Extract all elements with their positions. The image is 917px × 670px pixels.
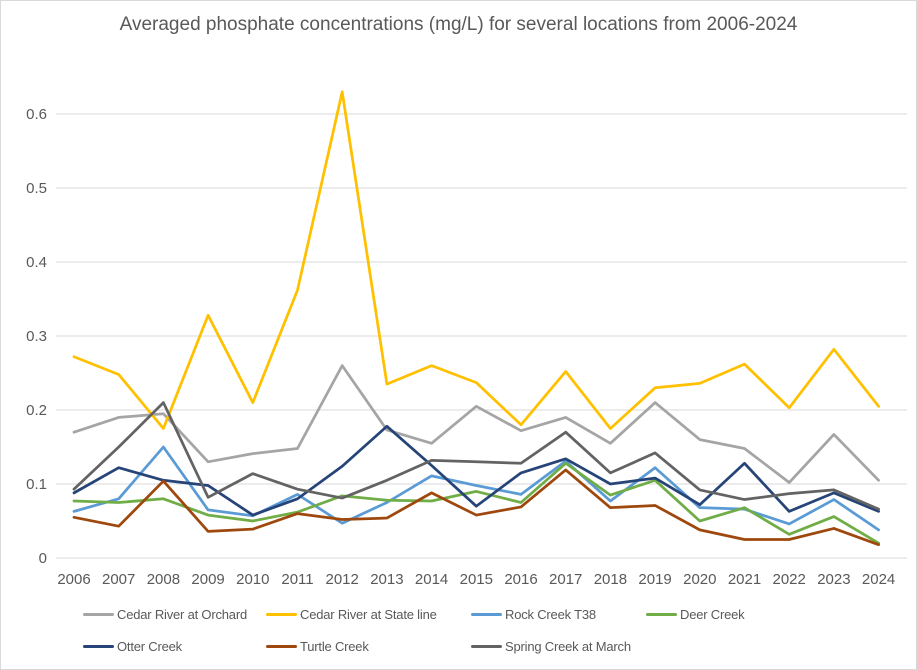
legend-label: Turtle Creek xyxy=(300,638,369,654)
legend-swatch-icon xyxy=(83,612,114,616)
legend-swatch-icon xyxy=(266,644,297,648)
legend-label: Spring Creek at March xyxy=(505,638,631,654)
x-axis-tick-label: 2024 xyxy=(862,571,895,588)
x-axis-tick-label: 2014 xyxy=(415,571,448,588)
x-axis-tick-label: 2008 xyxy=(147,571,180,588)
x-axis-tick-label: 2007 xyxy=(102,571,135,588)
series-line-spring-creek-at-march xyxy=(72,401,880,511)
x-axis-tick-label: 2016 xyxy=(504,571,537,588)
series-line-cedar-river-at-state-line xyxy=(72,90,880,430)
y-axis-tick-label: 0.2 xyxy=(26,402,47,419)
y-axis-tick-label: 0.1 xyxy=(26,476,47,493)
x-axis-tick-label: 2018 xyxy=(594,571,627,588)
x-axis-tick-label: 2022 xyxy=(773,571,806,588)
legend-item-cedar-river-at-orchard: Cedar River at Orchard xyxy=(83,606,247,622)
x-axis-tick-label: 2012 xyxy=(326,571,359,588)
x-axis-tick-label: 2020 xyxy=(683,571,716,588)
series-line-turtle-creek xyxy=(72,468,880,547)
x-axis-tick-label: 2023 xyxy=(817,571,850,588)
legend-item-cedar-river-at-state-line: Cedar River at State line xyxy=(266,606,437,622)
legend-swatch-icon xyxy=(646,612,677,616)
x-axis-tick-label: 2021 xyxy=(728,571,761,588)
x-axis-tick-label: 2015 xyxy=(460,571,493,588)
y-axis-tick-label: 0.5 xyxy=(26,180,47,197)
x-axis-tick-label: 2013 xyxy=(370,571,403,588)
legend-item-otter-creek: Otter Creek xyxy=(83,638,182,654)
legend-item-rock-creek-t38: Rock Creek T38 xyxy=(471,606,596,622)
legend-item-spring-creek-at-march: Spring Creek at March xyxy=(471,638,631,654)
legend-swatch-icon xyxy=(471,612,502,616)
x-axis-tick-label: 2010 xyxy=(236,571,269,588)
legend-label: Otter Creek xyxy=(117,638,182,654)
legend-swatch-icon xyxy=(266,612,297,616)
legend-item-turtle-creek: Turtle Creek xyxy=(266,638,369,654)
y-axis-tick-label: 0.4 xyxy=(26,254,47,271)
legend-item-deer-creek: Deer Creek xyxy=(646,606,745,622)
x-axis-tick-label: 2006 xyxy=(57,571,90,588)
x-axis-tick-label: 2011 xyxy=(281,571,313,588)
series-line-otter-creek xyxy=(72,424,880,517)
legend-label: Rock Creek T38 xyxy=(505,606,596,622)
y-axis-tick-label: 0.3 xyxy=(26,328,47,345)
legend-swatch-icon xyxy=(83,644,114,648)
y-axis-tick-label: 0.6 xyxy=(26,106,47,123)
y-axis-tick-label: 0 xyxy=(39,550,47,567)
legend-label: Cedar River at Orchard xyxy=(117,606,247,622)
x-axis-tick-label: 2017 xyxy=(549,571,582,588)
series-line-cedar-river-at-orchard xyxy=(72,364,880,484)
x-axis-tick-label: 2019 xyxy=(638,571,671,588)
x-axis-tick-label: 2009 xyxy=(191,571,224,588)
series-line-deer-creek xyxy=(72,461,880,545)
legend-label: Deer Creek xyxy=(680,606,745,622)
chart-title: Averaged phosphate concentrations (mg/L)… xyxy=(119,14,798,35)
legend-swatch-icon xyxy=(471,644,502,648)
legend-label: Cedar River at State line xyxy=(300,606,437,622)
